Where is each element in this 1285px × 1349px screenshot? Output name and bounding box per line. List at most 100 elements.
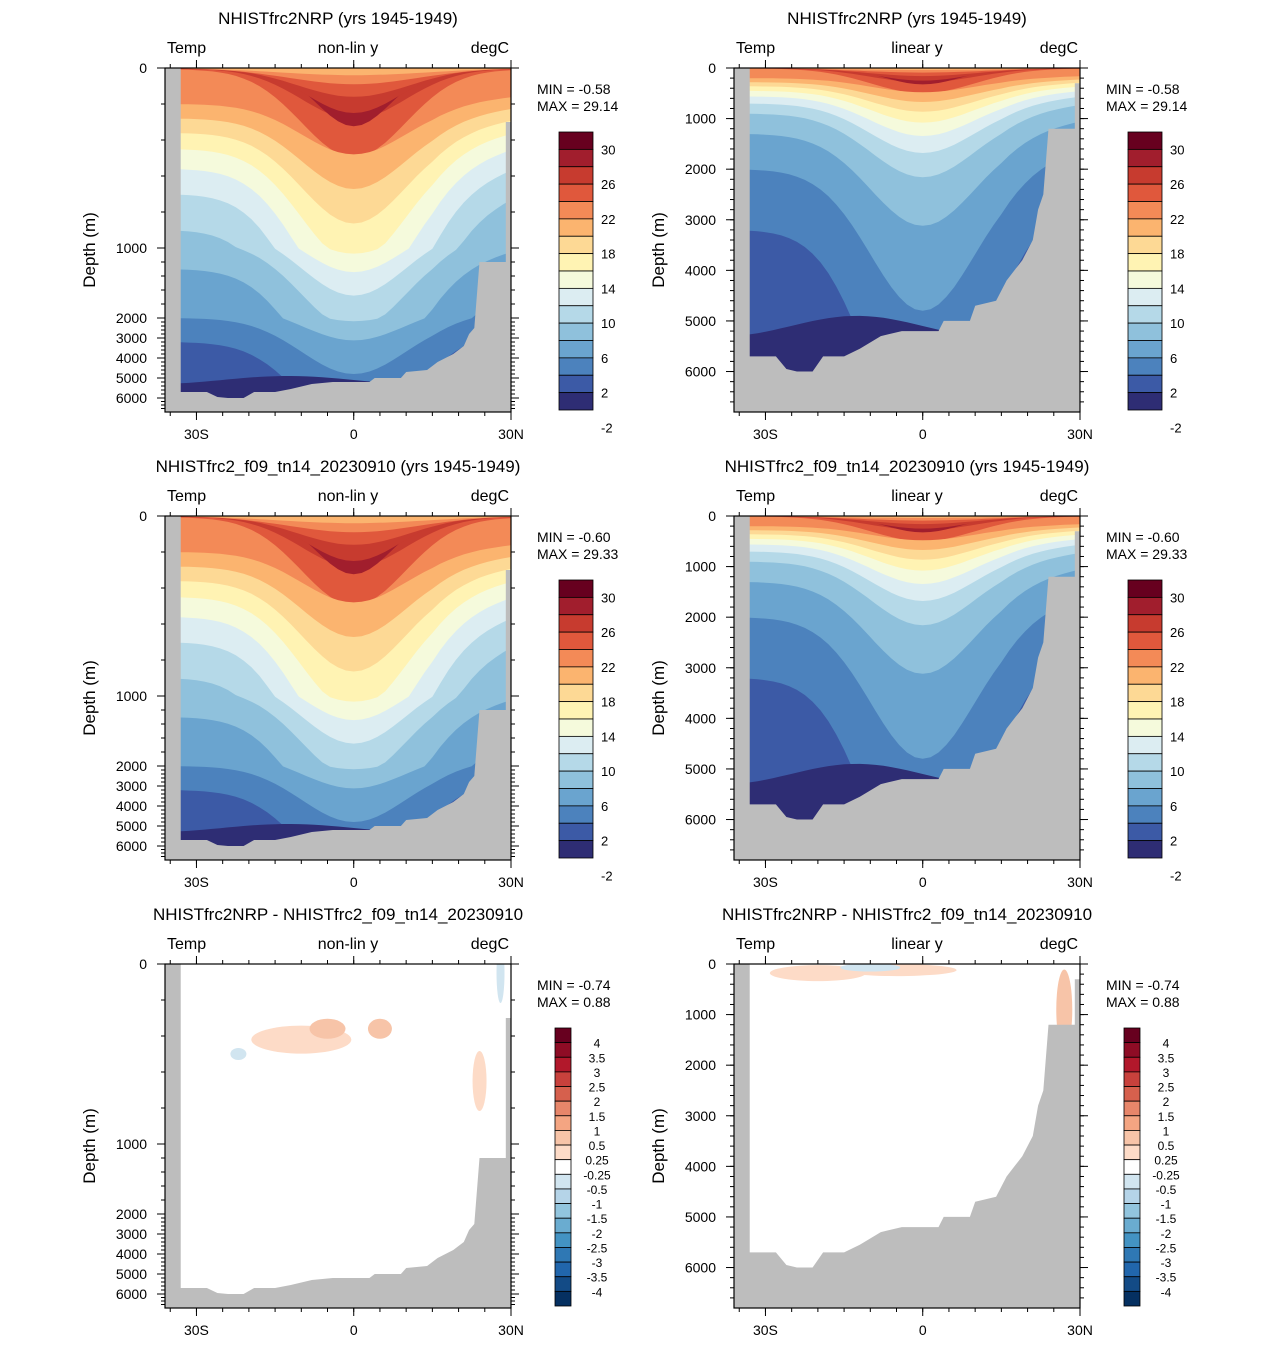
x-tick-label: 30S bbox=[753, 426, 778, 442]
colorbar-swatch bbox=[1127, 770, 1163, 789]
y-tick-label: 3000 bbox=[116, 1226, 147, 1242]
colorbar-swatch bbox=[558, 840, 594, 859]
colorbar-label: 3.5 bbox=[589, 1051, 606, 1065]
y-tick-label: 2000 bbox=[116, 758, 147, 774]
colorbar-swatch bbox=[558, 235, 594, 255]
y-tick-label: 5000 bbox=[116, 818, 147, 834]
panel-title: NHISTfrc2_f09_tn14_20230910 (yrs 1945-19… bbox=[156, 457, 521, 476]
colorbar-label: -4 bbox=[592, 1285, 603, 1299]
variable-label: Temp bbox=[736, 936, 775, 953]
colorbar-label: 1 bbox=[594, 1124, 601, 1138]
colorbar-label: 2.5 bbox=[589, 1081, 606, 1095]
colorbar-label: 10 bbox=[601, 764, 615, 779]
y-tick-label: 0 bbox=[708, 60, 716, 76]
y-tick-label: 1000 bbox=[685, 559, 716, 575]
colorbar-swatch bbox=[1127, 683, 1163, 703]
y-tick-label: 6000 bbox=[116, 838, 147, 854]
colorbar-swatch bbox=[554, 1173, 572, 1190]
contour-field bbox=[165, 516, 511, 860]
y-tick-label: 3000 bbox=[685, 212, 716, 228]
colorbar-label: 10 bbox=[1170, 764, 1184, 779]
colorbar-swatch bbox=[1123, 1042, 1141, 1058]
colorbar-swatch bbox=[558, 822, 594, 842]
sea-floor-mask bbox=[165, 570, 511, 860]
x-tick-label: 0 bbox=[919, 426, 927, 442]
y-tick-label: 4000 bbox=[116, 798, 147, 814]
max-value: MAX = 0.88 bbox=[537, 994, 611, 1010]
y-tick-label: 0 bbox=[139, 60, 147, 76]
x-tick-label: 0 bbox=[350, 426, 358, 442]
colorbar-label: -2 bbox=[1170, 868, 1182, 883]
y-axis-label: Depth (m) bbox=[80, 212, 99, 288]
contour-field bbox=[734, 68, 1080, 412]
colorbar-swatch bbox=[1123, 1203, 1141, 1219]
y-tick-label: 2000 bbox=[116, 1206, 147, 1222]
x-tick-label: 30N bbox=[498, 874, 524, 890]
panel-6: 30S 0 30N 0 1000 2000 3000 4000 5000 6000 Depth (m… bbox=[649, 905, 1180, 1338]
max-value: MAX = 0.88 bbox=[1106, 994, 1180, 1010]
colorbar-label: 2 bbox=[1163, 1095, 1170, 1109]
colorbar-swatch bbox=[1127, 357, 1163, 376]
colorbar-swatch bbox=[558, 340, 594, 359]
x-tick-label: 0 bbox=[919, 1322, 927, 1338]
colorbar-label: -4 bbox=[1161, 1285, 1172, 1299]
colorbar-label: 18 bbox=[1170, 247, 1184, 262]
colorbar-swatch bbox=[1123, 1056, 1141, 1073]
plot-frame bbox=[164, 67, 512, 413]
colorbar-swatch bbox=[554, 1203, 572, 1219]
y-tick-label: 6000 bbox=[685, 364, 716, 380]
colorbar-swatch bbox=[558, 201, 594, 220]
land-mask-south bbox=[734, 68, 750, 412]
units-label: degC bbox=[1040, 40, 1078, 57]
colorbar-swatch bbox=[558, 718, 594, 737]
colorbar-swatch bbox=[1127, 270, 1163, 289]
colorbar-swatch bbox=[1127, 788, 1163, 807]
colorbar-label: 1 bbox=[1163, 1124, 1170, 1138]
colorbar-swatch bbox=[1123, 1115, 1141, 1131]
colorbar-swatch bbox=[1127, 822, 1163, 842]
colorbar-label: 0.5 bbox=[1158, 1139, 1175, 1153]
land-mask-south bbox=[165, 964, 181, 1308]
colorbar-label: 14 bbox=[1170, 729, 1184, 744]
colorbar-label: -0.25 bbox=[1152, 1168, 1180, 1182]
colorbar: 43.532.521.510.50.25-0.25-0.5-1-1.5-2-2.… bbox=[1123, 1027, 1180, 1307]
colorbar-swatch bbox=[1123, 1173, 1141, 1190]
colorbar-swatch bbox=[554, 1290, 572, 1307]
colorbar-swatch bbox=[554, 1276, 572, 1292]
colorbar-swatch bbox=[1123, 1232, 1141, 1248]
colorbar-swatch bbox=[558, 270, 594, 289]
y-tick-label: 6000 bbox=[116, 1286, 147, 1302]
colorbar-swatch bbox=[1123, 1276, 1141, 1292]
colorbar-label: -3 bbox=[1161, 1256, 1172, 1270]
colorbar-swatch bbox=[554, 1130, 572, 1146]
colorbar-swatch bbox=[554, 1232, 572, 1248]
panel-title: NHISTfrc2NRP - NHISTfrc2_f09_tn14_202309… bbox=[722, 905, 1092, 924]
y-tick-label: 5000 bbox=[685, 761, 716, 777]
x-tick-label: 0 bbox=[350, 874, 358, 890]
anomaly-patch bbox=[472, 1051, 487, 1111]
colorbar-label: 6 bbox=[1170, 351, 1177, 366]
y-tick-label: 1000 bbox=[685, 1007, 716, 1023]
panel-4: 30S 0 30N 0 1000 2000 3000 4000 5000 6000 Depth (m… bbox=[649, 457, 1188, 890]
colorbar-swatch bbox=[558, 579, 594, 598]
colorbar-swatch bbox=[554, 1027, 572, 1044]
colorbar-label: 10 bbox=[601, 316, 615, 331]
units-label: degC bbox=[1040, 936, 1078, 953]
anomaly-patch bbox=[230, 1048, 247, 1060]
colorbar-swatch bbox=[1127, 131, 1163, 150]
x-tick-label: 30S bbox=[184, 1322, 209, 1338]
colorbar-label: -3.5 bbox=[1156, 1271, 1177, 1285]
colorbar-label: 1.5 bbox=[1158, 1110, 1175, 1124]
colorbar-label: 10 bbox=[1170, 316, 1184, 331]
x-tick-label: 30S bbox=[753, 1322, 778, 1338]
contour-field bbox=[734, 516, 1080, 860]
y-tick-label: 2000 bbox=[685, 1057, 716, 1073]
colorbar-swatch bbox=[554, 1188, 572, 1204]
colorbar-label: 6 bbox=[601, 351, 608, 366]
y-axis-label: Depth (m) bbox=[649, 1108, 668, 1184]
colorbar-swatch bbox=[1127, 596, 1163, 616]
colorbar-swatch bbox=[554, 1247, 572, 1263]
min-value: MIN = -0.60 bbox=[537, 529, 611, 545]
colorbar-label: -2.5 bbox=[587, 1241, 608, 1255]
colorbar-swatch bbox=[554, 1159, 572, 1175]
